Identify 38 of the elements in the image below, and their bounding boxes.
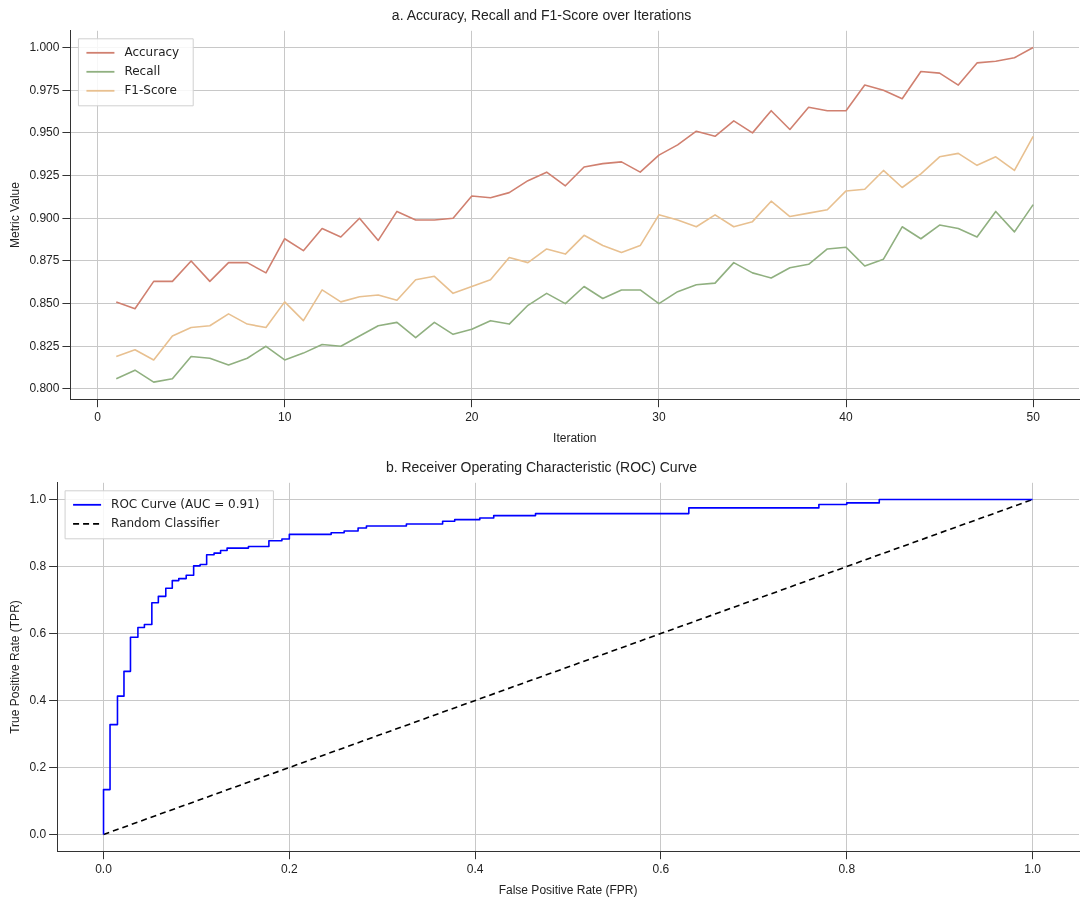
chart-title: a. Accuracy, Recall and F1-Score over Iterations	[391, 7, 692, 24]
legend-label: ROC Curve (AUC = 0.91)	[111, 496, 260, 511]
x-tick-label: 30	[652, 409, 666, 424]
y-tick-label: 0.6	[29, 625, 47, 640]
x-tick-label: 10	[278, 409, 292, 424]
y-tick-label: 0.0	[29, 826, 47, 841]
y-tick-label: 1.000	[29, 39, 60, 54]
chart-title: b. Receiver Operating Characteristic (ROC) Curve	[385, 459, 698, 476]
y-tick-label: 1.0	[29, 491, 47, 506]
x-tick-label: 50	[1026, 409, 1041, 424]
x-tick-label: 0.8	[838, 861, 856, 876]
y-axis-title: True Positive Rate (TPR)	[7, 600, 22, 734]
legend-label: F1-Score	[124, 82, 177, 97]
x-tick-label: 0.4	[466, 861, 484, 876]
y-tick-label: 0.2	[29, 759, 47, 774]
x-axis-title: False Positive Rate (FPR)	[498, 883, 638, 898]
y-tick-label: 0.4	[29, 692, 47, 707]
y-tick-label: 0.975	[29, 82, 60, 97]
x-tick-label: 20	[465, 409, 479, 424]
x-tick-label: 0.2	[280, 861, 298, 876]
x-tick-label: 0.0	[95, 861, 113, 876]
x-tick-label: 40	[839, 409, 854, 424]
x-tick-label: 0	[94, 409, 102, 424]
y-tick-label: 0.925	[29, 167, 60, 182]
y-tick-label: 0.875	[29, 253, 60, 268]
x-axis-title: Iteration	[553, 431, 597, 446]
y-tick-label: 0.950	[29, 125, 60, 140]
y-tick-label: 0.800	[29, 381, 60, 396]
y-tick-label: 0.850	[29, 295, 60, 310]
y-axis-title: Metric Value	[7, 181, 22, 248]
y-tick-label: 0.825	[29, 338, 60, 353]
legend-label: Random Classifier	[111, 515, 220, 530]
y-tick-label: 0.900	[29, 210, 60, 225]
legend-label: Accuracy	[124, 44, 180, 59]
x-tick-label: 0.6	[652, 861, 670, 876]
legend-label: Recall	[124, 63, 161, 78]
y-tick-label: 0.8	[29, 558, 47, 573]
x-tick-label: 1.0	[1024, 861, 1042, 876]
